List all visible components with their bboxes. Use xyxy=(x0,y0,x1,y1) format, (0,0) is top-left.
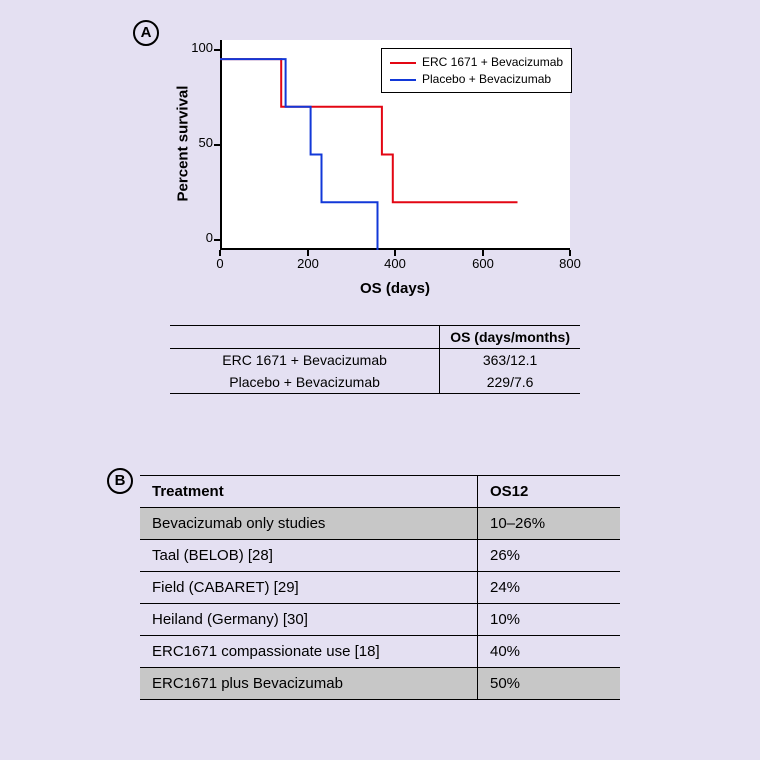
tableB-header-os12: OS12 xyxy=(478,476,621,508)
tableB-cell-treatment: Bevacizumab only studies xyxy=(140,508,478,540)
series-line-placebo xyxy=(220,59,378,250)
chart-xlabel: OS (days) xyxy=(155,280,635,297)
xtick-mark xyxy=(219,250,221,256)
table-row: ERC1671 compassionate use [18]40% xyxy=(140,636,620,668)
legend-item: Placebo + Bevacizumab xyxy=(390,71,563,88)
summary-row-label: ERC 1671 + Bevacizumab xyxy=(170,349,440,372)
summary-spacer xyxy=(170,326,440,349)
summary-row-value: 229/7.6 xyxy=(440,371,580,394)
xtick-mark xyxy=(569,250,571,256)
tableB-cell-os12: 26% xyxy=(478,540,621,572)
legend-swatch xyxy=(390,62,416,64)
table-row: Field (CABARET) [29]24% xyxy=(140,572,620,604)
xtick-label: 800 xyxy=(550,256,590,271)
table-row: ERC1671 plus Bevacizumab50% xyxy=(140,668,620,700)
tableB-cell-os12: 24% xyxy=(478,572,621,604)
xtick-label: 400 xyxy=(375,256,415,271)
table-row: Taal (BELOB) [28]26% xyxy=(140,540,620,572)
tableB-cell-treatment: ERC1671 compassionate use [18] xyxy=(140,636,478,668)
chart-ylabel: Percent survival xyxy=(174,86,191,202)
summary-row-label: Placebo + Bevacizumab xyxy=(170,371,440,394)
table-row: Bevacizumab only studies10–26% xyxy=(140,508,620,540)
survival-chart: 0 50 100 0 200 400 600 800 Percent survi… xyxy=(155,30,595,290)
table-row: Heiland (Germany) [30]10% xyxy=(140,604,620,636)
xtick-label: 200 xyxy=(288,256,328,271)
xtick-label: 0 xyxy=(200,256,240,271)
tableB-cell-treatment: Heiland (Germany) [30] xyxy=(140,604,478,636)
tableB-cell-treatment: Field (CABARET) [29] xyxy=(140,572,478,604)
xtick-mark xyxy=(307,250,309,256)
figure-root: A B 0 50 100 0 200 400 600 800 Percent s… xyxy=(0,0,760,760)
xtick-mark xyxy=(394,250,396,256)
tableB-cell-treatment: Taal (BELOB) [28] xyxy=(140,540,478,572)
summary-row-value: 363/12.1 xyxy=(440,349,580,372)
ytick-label: 100 xyxy=(173,40,213,55)
panel-label-b: B xyxy=(107,468,133,494)
summary-header: OS (days/months) xyxy=(440,326,580,349)
legend-item: ERC 1671 + Bevacizumab xyxy=(390,54,563,71)
legend-label: Placebo + Bevacizumab xyxy=(422,71,551,88)
tableB-cell-os12: 40% xyxy=(478,636,621,668)
xtick-mark xyxy=(482,250,484,256)
xtick-label: 600 xyxy=(463,256,503,271)
tableB-header-treatment: Treatment xyxy=(140,476,478,508)
summary-table: OS (days/months) ERC 1671 + Bevacizumab … xyxy=(170,325,580,394)
legend-label: ERC 1671 + Bevacizumab xyxy=(422,54,563,71)
legend-swatch xyxy=(390,79,416,81)
os12-table: Treatment OS12 Bevacizumab only studies1… xyxy=(140,475,620,700)
tableB-cell-os12: 10% xyxy=(478,604,621,636)
tableB-cell-treatment: ERC1671 plus Bevacizumab xyxy=(140,668,478,700)
tableB-cell-os12: 10–26% xyxy=(478,508,621,540)
tableB-cell-os12: 50% xyxy=(478,668,621,700)
chart-legend: ERC 1671 + Bevacizumab Placebo + Bevaciz… xyxy=(381,48,572,93)
ytick-label: 0 xyxy=(173,230,213,245)
